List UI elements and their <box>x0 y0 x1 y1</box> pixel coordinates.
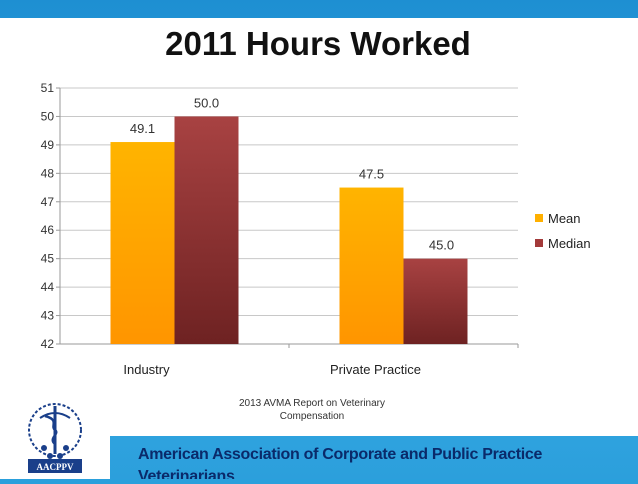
x-tick-label: Private Practice <box>330 362 421 377</box>
y-tick-label: 42 <box>41 337 55 351</box>
chart-title: 2011 Hours Worked <box>165 25 471 62</box>
organization-name: American Association of Corporate and Pu… <box>138 446 543 479</box>
bar-median-0 <box>174 116 239 344</box>
logo-text: AACPPV <box>37 462 74 472</box>
y-tick-label: 50 <box>41 109 55 123</box>
y-tick-label: 51 <box>41 81 55 95</box>
y-tick-label: 48 <box>41 166 55 180</box>
source-note-line-1: 2013 AVMA Report on Veterinary <box>239 398 385 409</box>
y-tick-label: 43 <box>41 309 55 323</box>
caduceus-paw-logo-icon: AACPPV <box>28 403 82 473</box>
bar-median-1 <box>403 258 468 344</box>
legend-label-mean: Mean <box>548 211 581 226</box>
data-label: 45.0 <box>429 238 454 253</box>
legend-swatch-mean <box>535 214 543 222</box>
data-label: 49.1 <box>130 121 155 136</box>
bar-mean-0 <box>110 142 175 344</box>
data-label: 50.0 <box>194 95 219 110</box>
legend-swatch-median <box>535 239 543 247</box>
y-tick-label: 45 <box>41 252 55 266</box>
y-tick-label: 49 <box>41 138 55 152</box>
x-tick-label: Industry <box>123 362 170 377</box>
y-tick-label: 47 <box>41 195 55 209</box>
data-label: 47.5 <box>359 167 384 182</box>
legend-label-median: Median <box>548 236 591 251</box>
source-note-line-2: Compensation <box>280 411 344 422</box>
aacppv-logo: AACPPV <box>0 394 110 479</box>
y-tick-label: 46 <box>41 223 55 237</box>
y-tick-label: 44 <box>41 280 55 294</box>
bar-mean-1 <box>339 187 404 344</box>
